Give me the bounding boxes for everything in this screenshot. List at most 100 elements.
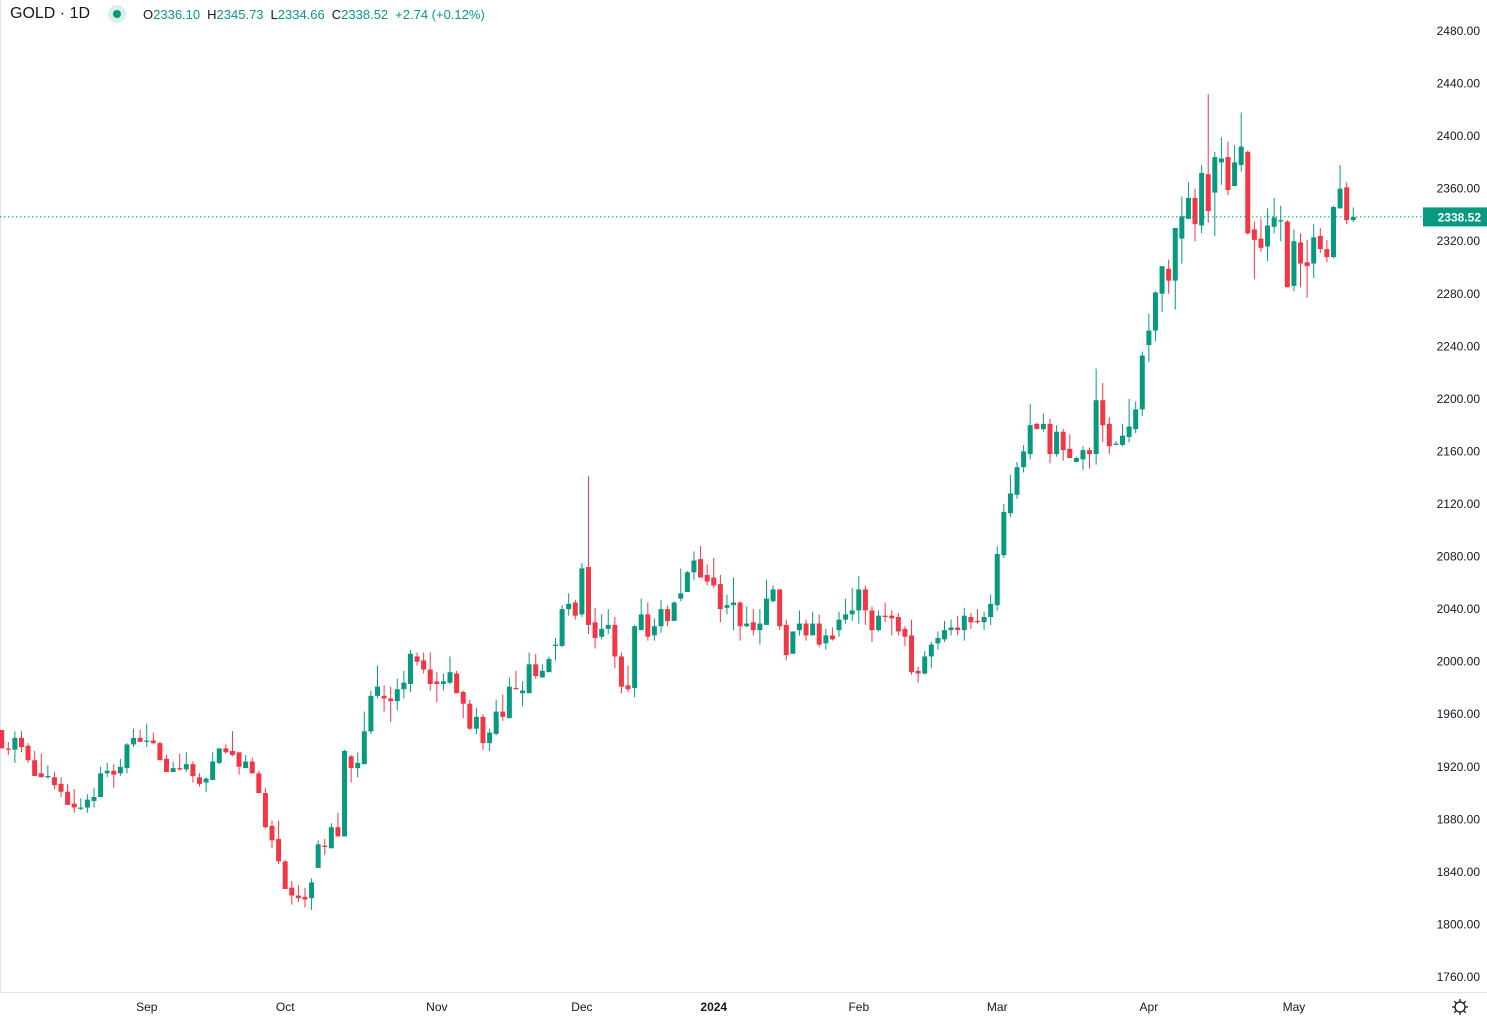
- candle-body: [862, 589, 868, 611]
- candle-body: [585, 567, 591, 625]
- candle-body: [381, 695, 387, 699]
- candle-body: [790, 631, 796, 654]
- candle: [1304, 239, 1310, 298]
- candle-body: [843, 614, 849, 620]
- candle: [421, 652, 427, 674]
- candle-body: [1007, 493, 1013, 514]
- candle-body: [869, 610, 875, 631]
- candle-body: [1330, 207, 1336, 257]
- candle-body: [1146, 330, 1152, 346]
- candle-body: [1258, 238, 1264, 248]
- candle: [994, 546, 1000, 611]
- candle-body: [836, 619, 842, 631]
- candle: [480, 714, 486, 750]
- candle-body: [276, 839, 282, 862]
- candle: [585, 476, 591, 635]
- candle-body: [922, 656, 928, 674]
- price-tick-label: 2200.00: [1437, 392, 1481, 406]
- candle: [889, 610, 895, 636]
- candle-body: [12, 737, 18, 750]
- price-tick-label: 2400.00: [1437, 129, 1481, 143]
- time-tick-label: Apr: [1140, 1000, 1159, 1014]
- candle-body: [935, 638, 941, 644]
- candle-body: [1159, 266, 1165, 294]
- candle: [1344, 182, 1350, 225]
- time-axis[interactable]: Sep Oct Nov Dec 2024 Feb Mar Apr May: [136, 1000, 1305, 1014]
- candle: [704, 564, 710, 586]
- candle-body: [520, 690, 526, 694]
- candle: [1298, 233, 1304, 288]
- candle: [974, 609, 980, 624]
- candle: [1001, 504, 1007, 558]
- price-tick-label: 1920.00: [1437, 760, 1481, 774]
- candle-body: [480, 716, 486, 744]
- gear-icon[interactable]: [1452, 999, 1468, 1015]
- candle-body: [777, 589, 783, 627]
- symbol-title[interactable]: GOLD · 1D: [10, 5, 91, 22]
- candle-body: [0, 729, 5, 749]
- candle-body: [1166, 268, 1172, 281]
- candle-body: [618, 656, 624, 687]
- candle: [243, 754, 249, 769]
- candle-body: [131, 737, 137, 745]
- candle-body: [961, 615, 967, 631]
- candle-body: [65, 791, 71, 805]
- candle-body: [757, 623, 763, 631]
- candle: [790, 631, 796, 654]
- candle: [467, 699, 473, 730]
- time-tick-label: Sep: [136, 1000, 158, 1014]
- price-tick-label: 1800.00: [1437, 917, 1481, 931]
- candle: [164, 754, 170, 773]
- candle-body: [1152, 292, 1158, 331]
- candle-body: [84, 799, 90, 808]
- candle: [1106, 417, 1112, 455]
- candle-body: [1054, 431, 1060, 455]
- candle: [302, 887, 308, 908]
- candle: [724, 594, 730, 615]
- price-axis[interactable]: 1760.00 1800.00 1840.00 1880.00 1920.00 1960.…: [1437, 24, 1481, 984]
- candle-body: [744, 623, 750, 627]
- candle: [546, 656, 552, 673]
- candle-body: [447, 672, 453, 683]
- time-tick-label: Feb: [848, 1000, 869, 1014]
- candle-body: [1087, 450, 1093, 455]
- price-tick-label: 1760.00: [1437, 970, 1481, 984]
- candle: [335, 812, 341, 837]
- price-tick-label: 1880.00: [1437, 812, 1481, 826]
- candle-body: [526, 664, 532, 694]
- candle: [744, 606, 750, 628]
- candle-body: [91, 797, 97, 801]
- candle-body: [289, 887, 295, 896]
- candle-body: [1139, 355, 1145, 410]
- candle-body: [348, 756, 354, 769]
- candle-body: [1067, 448, 1073, 459]
- candle: [1087, 447, 1093, 469]
- candle: [678, 568, 684, 602]
- candle: [414, 652, 420, 666]
- candle-body: [355, 762, 361, 769]
- candle: [1192, 188, 1198, 242]
- candle-body: [506, 686, 512, 719]
- price-tick-label: 1840.00: [1437, 865, 1481, 879]
- candle-body: [704, 574, 710, 582]
- candle: [0, 729, 5, 749]
- candle: [671, 601, 677, 621]
- candle: [895, 613, 901, 636]
- candle: [1120, 423, 1126, 447]
- candle: [876, 610, 882, 632]
- candle-body: [856, 589, 862, 611]
- time-tick-label: May: [1283, 1000, 1306, 1014]
- candle: [955, 615, 961, 636]
- candle: [203, 777, 209, 792]
- candle-body: [375, 686, 381, 696]
- candle-body: [335, 827, 341, 837]
- candle: [157, 741, 163, 761]
- candle-body: [1225, 157, 1231, 190]
- candle-body: [78, 807, 84, 809]
- candle-body: [717, 584, 723, 610]
- candle-body: [1337, 188, 1343, 209]
- candle-body: [45, 775, 51, 778]
- open-label: O: [143, 6, 154, 22]
- candle-body: [605, 624, 611, 629]
